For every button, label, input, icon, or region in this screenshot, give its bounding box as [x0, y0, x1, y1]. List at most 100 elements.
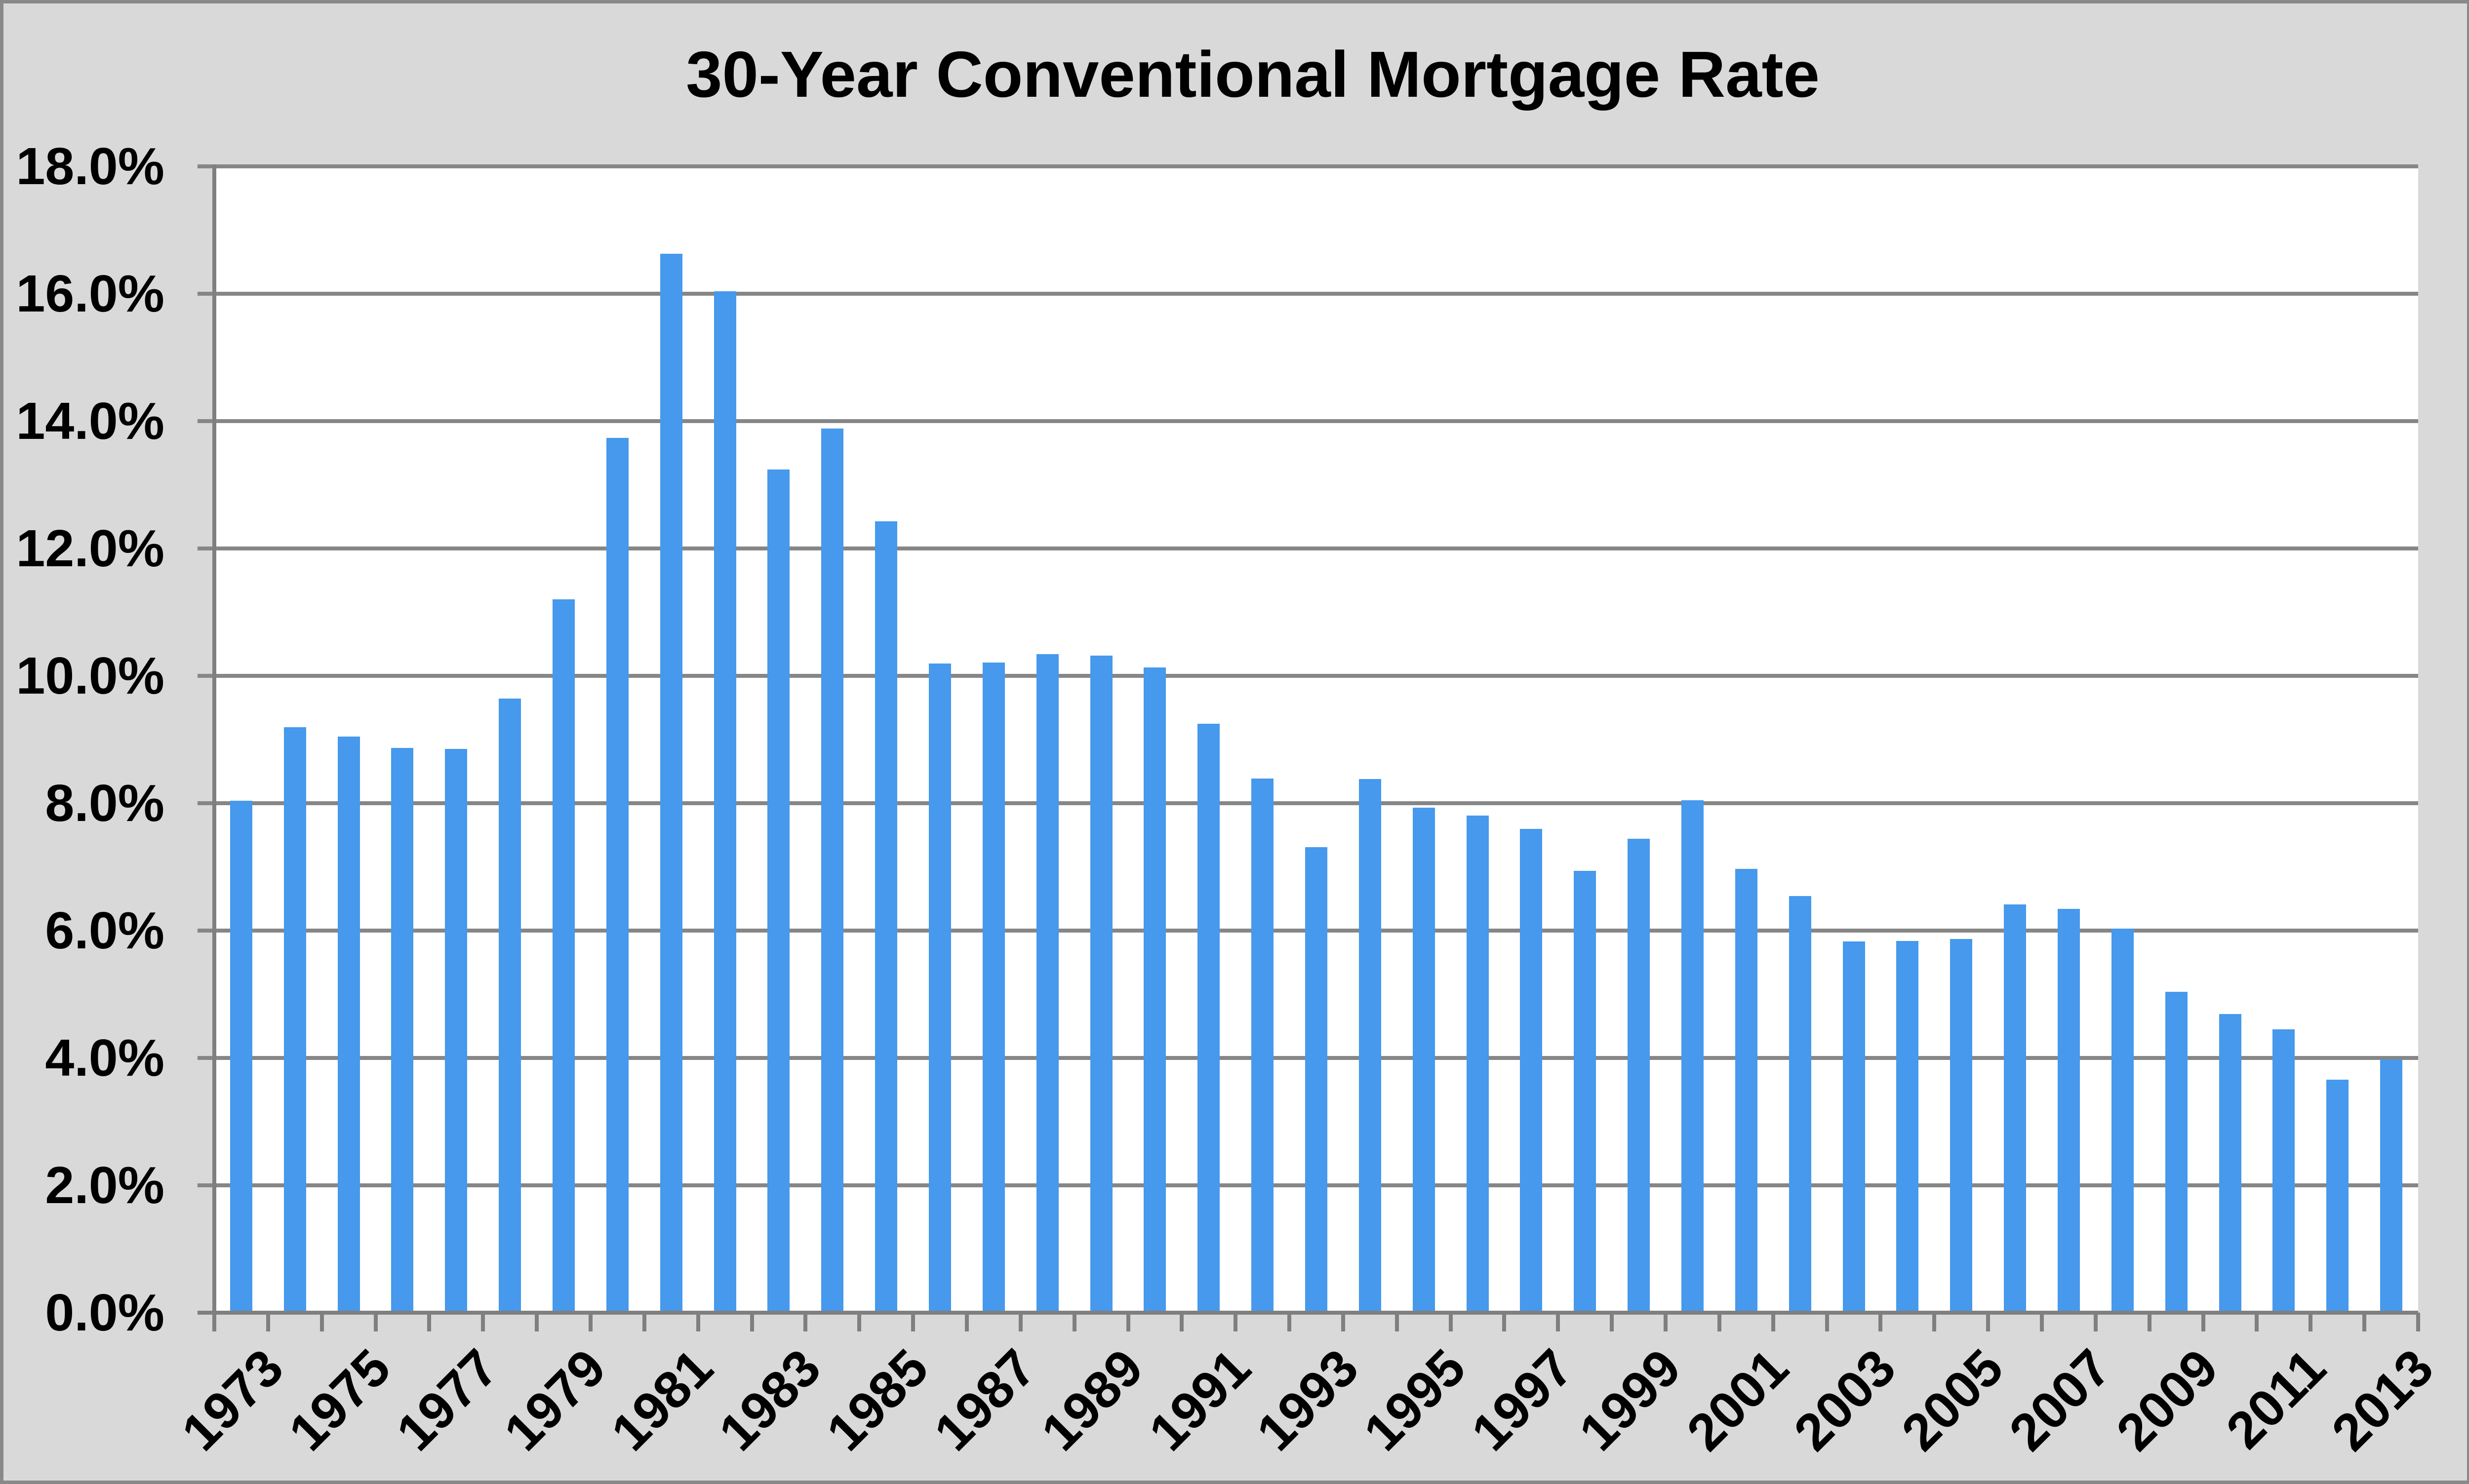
bar-1985 [875, 521, 898, 1313]
bar-1979 [553, 599, 575, 1313]
bar-1982 [714, 291, 736, 1313]
x-axis-tick [1986, 1313, 1991, 1331]
x-axis-tick [911, 1313, 916, 1331]
bar-2010 [2219, 1014, 2241, 1313]
x-axis-tick [2201, 1313, 2205, 1331]
x-axis-tick [2093, 1313, 2098, 1331]
y-axis-line [212, 164, 216, 1317]
bar-1994 [1358, 779, 1381, 1313]
x-axis-tick [212, 1313, 216, 1331]
bar-1998 [1574, 870, 1596, 1313]
gridline-18pct [198, 164, 2418, 168]
x-axis-label-2009: 2009 [2106, 1338, 2230, 1462]
y-axis-label-8.0%: 8.0% [45, 774, 164, 832]
x-axis-tick [803, 1313, 808, 1331]
x-axis-tick [2416, 1313, 2420, 1331]
y-axis-label-12.0%: 12.0% [16, 519, 164, 578]
bar-1973 [230, 800, 252, 1313]
bar-2008 [2111, 929, 2134, 1313]
x-axis-tick [1126, 1313, 1130, 1331]
x-axis-tick [1610, 1313, 1614, 1331]
bar-2004 [1896, 940, 1919, 1313]
x-axis-tick [2147, 1313, 2151, 1331]
x-axis-tick [857, 1313, 862, 1331]
bar-2005 [1950, 938, 1973, 1313]
bar-1981 [660, 253, 682, 1313]
x-axis-label-2013: 2013 [2320, 1338, 2444, 1462]
x-axis-tick [1018, 1313, 1023, 1331]
x-axis-tick [2362, 1313, 2367, 1331]
bar-1997 [1520, 828, 1543, 1313]
gridline-16pct [198, 292, 2418, 296]
x-axis-tick [481, 1313, 485, 1331]
bar-2007 [2057, 909, 2080, 1313]
bar-1991 [1197, 723, 1220, 1313]
bar-1976 [391, 747, 414, 1313]
x-axis-label-1977: 1977 [385, 1338, 510, 1462]
x-axis-tick [964, 1313, 969, 1331]
bar-2013 [2380, 1059, 2403, 1313]
x-axis-tick [2255, 1313, 2259, 1331]
x-axis-label-1997: 1997 [1461, 1338, 1585, 1462]
bar-1992 [1251, 778, 1274, 1313]
y-axis-label-6.0%: 6.0% [45, 901, 164, 960]
x-axis-tick [642, 1313, 646, 1331]
x-axis-tick [1394, 1313, 1399, 1331]
x-axis-label-1987: 1987 [923, 1338, 1047, 1462]
x-axis-label-1995: 1995 [1353, 1338, 1477, 1462]
x-axis-label-1993: 1993 [1245, 1338, 1369, 1462]
bar-1984 [821, 429, 844, 1313]
x-axis-tick [1287, 1313, 1292, 1331]
bar-2006 [2004, 904, 2027, 1313]
gridline-8pct [198, 801, 2418, 805]
plot-area: 0.0% 2.0% 4.0% 6.0% 8.0% 10.0% 12.0% 14.0% 16.0%… [3, 3, 2467, 1481]
bar-1988 [1036, 654, 1059, 1313]
bar-1977 [445, 749, 468, 1313]
x-axis-label-1983: 1983 [708, 1338, 832, 1462]
bar-2001 [1735, 868, 1757, 1313]
y-axis-label-16.0%: 16.0% [16, 265, 164, 323]
x-axis-tick [2309, 1313, 2313, 1331]
x-axis-label-1989: 1989 [1031, 1338, 1155, 1462]
x-axis-line [198, 1311, 2418, 1315]
x-axis-tick [1878, 1313, 1883, 1331]
x-axis-tick [1664, 1313, 1668, 1331]
x-axis-tick [696, 1313, 700, 1331]
x-axis-label-1991: 1991 [1138, 1338, 1262, 1462]
bar-1986 [929, 664, 952, 1313]
bar-2012 [2326, 1079, 2349, 1313]
x-axis-tick [1234, 1313, 1238, 1331]
x-axis-tick [1556, 1313, 1560, 1331]
y-axis-label-10.0%: 10.0% [16, 647, 164, 705]
x-axis-label-1981: 1981 [600, 1338, 724, 1462]
x-axis-tick [1825, 1313, 1829, 1331]
x-axis-tick [1341, 1313, 1345, 1331]
x-axis-tick [1448, 1313, 1453, 1331]
bar-1989 [1090, 655, 1113, 1313]
x-axis-label-2011: 2011 [2215, 1338, 2337, 1460]
x-axis-tick [535, 1313, 539, 1331]
bar-1983 [767, 469, 790, 1313]
gridline-14pct [198, 419, 2418, 423]
y-axis-label-0.0%: 0.0% [45, 1284, 164, 1342]
x-axis-label-2005: 2005 [1890, 1338, 2015, 1462]
x-axis-label-1975: 1975 [278, 1338, 402, 1462]
bar-1974 [283, 727, 306, 1313]
bar-1975 [337, 736, 360, 1313]
bar-1990 [1144, 667, 1166, 1313]
bar-1996 [1466, 815, 1489, 1313]
bar-1993 [1305, 847, 1327, 1313]
bar-2009 [2165, 991, 2188, 1313]
x-axis-tick [319, 1313, 324, 1331]
gridline-10pct [198, 674, 2418, 678]
y-axis-label-2.0%: 2.0% [45, 1156, 164, 1214]
x-axis-label-1973: 1973 [170, 1338, 294, 1462]
chart-title: 30-Year Conventional Mortgage Rate [686, 38, 1820, 111]
bar-2002 [1789, 896, 1811, 1313]
y-axis-label-4.0%: 4.0% [45, 1029, 164, 1087]
x-axis-tick [266, 1313, 270, 1331]
x-axis-tick [1717, 1313, 1721, 1331]
x-axis-tick [750, 1313, 754, 1331]
bar-1999 [1628, 839, 1650, 1313]
